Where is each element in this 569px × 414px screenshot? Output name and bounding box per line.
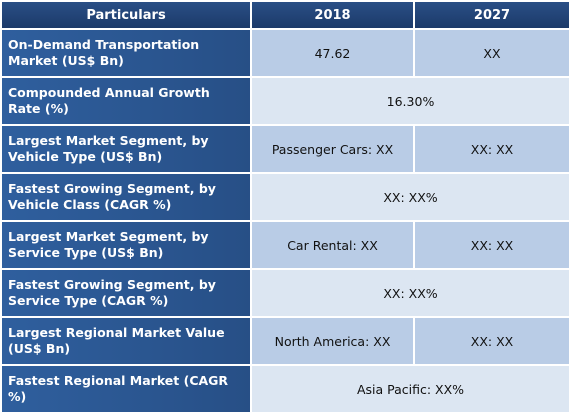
value-cell: 47.62 (250, 28, 415, 78)
table-row: On-Demand Transportation Market (US$ Bn)… (0, 28, 569, 78)
table-body: On-Demand Transportation Market (US$ Bn)… (0, 28, 569, 414)
value-cell: XX: XX (413, 124, 569, 174)
row-label: Largest Market Segment, by Service Type … (0, 220, 252, 270)
row-label: Fastest Growing Segment, by Service Type… (0, 268, 252, 318)
table-row: Largest Regional Market Value (US$ Bn) No… (0, 316, 569, 366)
header-cell: 2018 (250, 0, 415, 30)
value-cell: XX: XX% (250, 268, 569, 318)
value-cell: North America: XX (250, 316, 415, 366)
table-row: Fastest Growing Segment, by Vehicle Clas… (0, 172, 569, 222)
row-label: Fastest Growing Segment, by Vehicle Clas… (0, 172, 252, 222)
value-cell: XX: XX (413, 316, 569, 366)
value-cell: XX: XX (413, 220, 569, 270)
table-row: Fastest Regional Market (CAGR %) Asia Pac… (0, 364, 569, 414)
value-cell: Car Rental: XX (250, 220, 415, 270)
row-label: Largest Regional Market Value (US$ Bn) (0, 316, 252, 366)
row-label: Fastest Regional Market (CAGR %) (0, 364, 252, 414)
value-cell: XX (413, 28, 569, 78)
value-cell: 16.30% (250, 76, 569, 126)
header-row: Particulars 2018 2027 (0, 0, 569, 30)
header-cell: 2027 (413, 0, 569, 30)
value-cell: Passenger Cars: XX (250, 124, 415, 174)
row-label: Largest Market Segment, by Vehicle Type … (0, 124, 252, 174)
value-cell: XX: XX% (250, 172, 569, 222)
table-row: Fastest Growing Segment, by Service Type… (0, 268, 569, 318)
table-row: Largest Market Segment, by Vehicle Type … (0, 124, 569, 174)
header-cell: Particulars (0, 0, 252, 30)
row-label: On-Demand Transportation Market (US$ Bn) (0, 28, 252, 78)
table-row: Largest Market Segment, by Service Type … (0, 220, 569, 270)
value-cell: Asia Pacific: XX% (250, 364, 569, 414)
table-row: Compounded Annual Growth Rate (%) 16.30% (0, 76, 569, 126)
row-label: Compounded Annual Growth Rate (%) (0, 76, 252, 126)
